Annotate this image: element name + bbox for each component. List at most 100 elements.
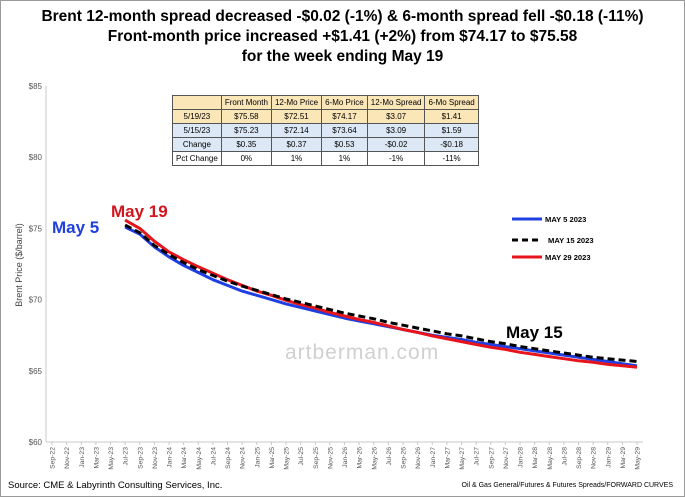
- table-cell: 5/19/23: [172, 109, 222, 124]
- x-tick-label: May-28: [547, 447, 554, 470]
- annotation-may15: May 15: [506, 323, 563, 342]
- y-tick-labels: $60 $65 $70 $75 $80 $85: [29, 82, 43, 447]
- price-summary-table: Front Month 12-Mo Price 6-Mo Price 12-Mo…: [172, 95, 479, 166]
- table-cell: -1%: [366, 151, 426, 166]
- table-row: 5/15/23 $75.23 $72.14 $73.64 $3.09 $1.59: [172, 123, 479, 138]
- legend-label-may15: MAY 15 2023: [548, 236, 594, 245]
- annotation-may5: May 5: [52, 218, 99, 237]
- x-tick-label: Mar-24: [181, 447, 188, 469]
- table-cell: 5/15/23: [172, 123, 222, 138]
- x-tick-label: Sep-24: [225, 447, 232, 469]
- table-header-cell: [172, 95, 222, 110]
- x-tick-label: Mar-29: [620, 447, 627, 469]
- x-tick-label: Jan-24: [167, 447, 174, 468]
- x-tick-label: Jul-24: [210, 447, 217, 466]
- table-row: Pct Change 0% 1% 1% -1% -11%: [172, 151, 479, 166]
- legend: MAY 5 2023 MAY 15 2023 MAY 29 2023: [512, 215, 594, 262]
- table-cell: $0.35: [220, 137, 272, 152]
- table-cell: 1%: [321, 151, 368, 166]
- table-row: Change $0.35 $0.37 $0.53 -$0.02 -$0.18: [172, 137, 479, 152]
- title-line-1: Brent 12-month spread decreased -$0.02 (…: [41, 8, 644, 25]
- category-path: Oil & Gas General/Futures & Futures Spre…: [461, 482, 674, 489]
- table-cell: $1.41: [424, 109, 479, 124]
- table-cell: $3.09: [366, 123, 426, 138]
- table-header-cell: 6-Mo Spread: [424, 95, 479, 110]
- table-cell: 1%: [270, 151, 323, 166]
- x-tick-label: Sep-23: [137, 447, 144, 469]
- x-tick-label: Jul-25: [298, 447, 305, 466]
- y-axis-label: Brent Price ($/barrel): [14, 223, 24, 307]
- series-lines: [124, 218, 638, 369]
- y-tick-label: $70: [29, 296, 43, 305]
- x-tick-label: Nov-28: [591, 447, 598, 469]
- x-tick-label: Mar-25: [269, 447, 276, 469]
- table-cell: -$0.02: [366, 137, 426, 152]
- table-cell: $0.53: [321, 137, 368, 152]
- table-cell: $72.51: [270, 109, 323, 124]
- table-cell: Pct Change: [172, 151, 222, 166]
- x-tick-label: May-26: [371, 447, 378, 470]
- x-tick-label: Jul-26: [386, 447, 393, 466]
- source-note: Source: CME & Labyrinth Consulting Servi…: [8, 480, 223, 491]
- watermark: artberman.com: [285, 341, 439, 364]
- x-tick-label: Nov-26: [415, 447, 422, 469]
- x-tick-label: Nov-23: [152, 447, 159, 469]
- x-tick-label: Nov-25: [327, 447, 334, 469]
- x-tick-label: Jan-27: [430, 447, 437, 468]
- table-cell: $73.64: [321, 123, 368, 138]
- x-tick-label: Jul-27: [474, 447, 481, 466]
- x-tick-label: May-24: [196, 447, 203, 470]
- y-tick-label: $75: [29, 224, 43, 233]
- table-cell: 0%: [220, 151, 272, 166]
- x-tick-label: Jul-23: [123, 447, 130, 466]
- x-tick-label: Mar-28: [532, 447, 539, 469]
- x-tick-label: May-27: [459, 447, 466, 470]
- table-cell: Change: [172, 137, 222, 152]
- x-tick-label: Jan-29: [605, 447, 612, 468]
- x-tick-label: Jan-23: [79, 447, 86, 468]
- x-tick-label: Sep-27: [488, 447, 495, 469]
- annotation-may19: May 19: [111, 202, 168, 221]
- table-row: 5/19/23 $75.58 $72.51 $74.17 $3.07 $1.41: [172, 109, 479, 124]
- table-header-cell: Front Month: [220, 95, 272, 110]
- y-tick-label: $60: [29, 438, 43, 447]
- table-cell: $75.23: [220, 123, 272, 138]
- table-cell: -$0.18: [424, 137, 479, 152]
- x-tick-label: Sep-28: [576, 447, 583, 469]
- y-tick-label: $65: [29, 367, 43, 376]
- series-line-may-15-2023: [124, 223, 638, 363]
- y-tick-label: $80: [29, 153, 43, 162]
- x-tick-label: Mar-27: [444, 447, 451, 469]
- table-header-cell: 12-Mo Spread: [366, 95, 426, 110]
- x-tick-label: Sep-22: [50, 447, 57, 469]
- x-tick-label: Jan-28: [518, 447, 525, 468]
- table-header-cell: 12-Mo Price: [270, 95, 323, 110]
- table-cell: $75.58: [220, 109, 272, 124]
- x-tick-label: May-29: [635, 447, 642, 470]
- x-tick-label: Jan-26: [342, 447, 349, 468]
- table-cell: $0.37: [270, 137, 323, 152]
- table-header-row: Front Month 12-Mo Price 6-Mo Price 12-Mo…: [172, 95, 479, 110]
- table-cell: -11%: [424, 151, 479, 166]
- y-tick-label: $85: [29, 82, 43, 91]
- table-header-cell: 6-Mo Price: [321, 95, 368, 110]
- x-tick-label: Mar-26: [357, 447, 364, 469]
- x-tick-label: Sep-25: [313, 447, 320, 469]
- x-tick-label: Jul-28: [561, 447, 568, 466]
- x-tick-label: Mar-23: [93, 447, 100, 469]
- x-tick-label: Sep-26: [401, 447, 408, 469]
- table-cell: $1.59: [424, 123, 479, 138]
- legend-label-may5: MAY 5 2023: [545, 215, 586, 224]
- x-tick-label: Nov-27: [503, 447, 510, 469]
- x-tick-label: Nov-24: [240, 447, 247, 469]
- legend-label-may29: MAY 29 2023: [545, 253, 591, 262]
- table-cell: $72.14: [270, 123, 323, 138]
- series-line-may-29-2023: [124, 218, 638, 369]
- x-tick-label: Nov-22: [64, 447, 71, 469]
- x-tick-label: Jan-25: [254, 447, 261, 468]
- x-tick-labels: Sep-22 Nov-22 Jan-23 Mar-23 May-23 Jul-23 Sep-…: [50, 442, 642, 470]
- chart-title: Brent 12-month spread decreased -$0.02 (…: [0, 7, 685, 67]
- table-cell: $3.07: [366, 109, 426, 124]
- title-line-3: for the week ending May 19: [241, 48, 444, 65]
